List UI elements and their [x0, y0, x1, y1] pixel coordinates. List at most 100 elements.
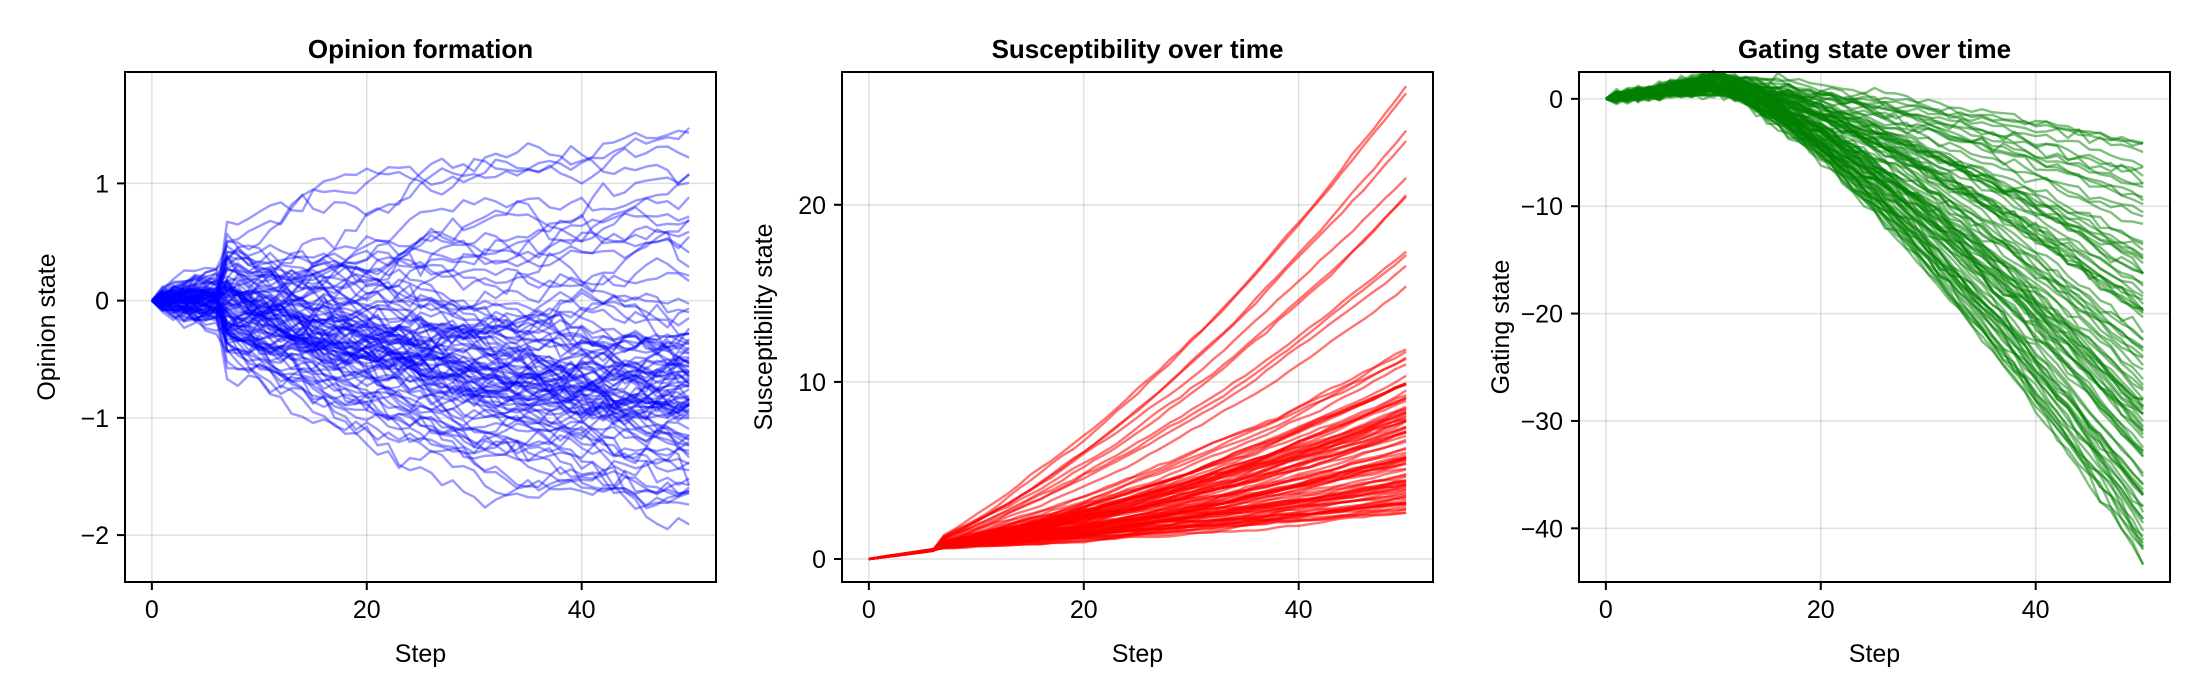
- series-line-opinion: [151, 250, 690, 384]
- series-line-opinion: [151, 290, 690, 465]
- series-line-opinion: [151, 272, 690, 414]
- series-line-opinion: [151, 290, 690, 386]
- series-line-opinion: [151, 250, 690, 422]
- y-tick-label: −20: [1521, 301, 1563, 329]
- series-line-opinion: [151, 299, 690, 455]
- x-axis-label-opinion: Step: [395, 640, 446, 668]
- series-line-opinion: [151, 277, 690, 369]
- x-tick-label: 40: [568, 596, 596, 624]
- series-line-opinion: [151, 290, 690, 372]
- series-line-opinion: [151, 297, 690, 403]
- series-line-opinion: [151, 283, 690, 451]
- series-line-opinion: [151, 290, 691, 380]
- series-line-opinion: [151, 298, 691, 379]
- series-line-opinion: [151, 129, 690, 302]
- series-line-gating: [1605, 89, 2145, 436]
- series-line-opinion: [151, 294, 690, 376]
- y-tick-label: 20: [798, 192, 826, 220]
- ticks-gating: 0 20 40 −40 −30 −20 −10 0: [1521, 86, 2050, 624]
- series-line-opinion: [151, 297, 691, 486]
- series-line-opinion: [151, 252, 690, 302]
- y-axis-label-opinion: Opinion state: [33, 253, 61, 400]
- series-line-opinion: [151, 212, 690, 332]
- series-line-opinion: [151, 289, 690, 490]
- y-tick-label: 10: [798, 369, 826, 397]
- series-line-opinion: [151, 291, 690, 496]
- series-line-opinion: [150, 285, 691, 364]
- series-line-opinion: [151, 286, 690, 384]
- series-line-opinion: [151, 209, 690, 333]
- series-line-opinion: [151, 297, 690, 378]
- series-line-opinion: [151, 281, 690, 394]
- series-line-opinion: [151, 196, 690, 322]
- series-line-opinion: [151, 290, 690, 364]
- x-axis-label-gating: Step: [1849, 640, 1900, 668]
- series-line-opinion: [151, 283, 690, 426]
- series-line-opinion: [151, 275, 690, 389]
- series-line-gating: [1605, 75, 2145, 427]
- series-line-opinion: [151, 286, 690, 472]
- series-line-opinion: [151, 263, 690, 329]
- y-tick-label: 1: [95, 170, 109, 198]
- series-line-opinion: [151, 281, 690, 426]
- series-line-opinion: [151, 292, 690, 424]
- y-tick-label: 0: [1549, 86, 1563, 114]
- ticks-susceptibility: 0 20 40 0 10 20: [798, 192, 1312, 624]
- series-line-susceptibility: [868, 92, 1408, 561]
- series-line-opinion: [151, 256, 690, 377]
- series-line-opinion: [151, 286, 690, 459]
- series-line-opinion: [151, 235, 690, 342]
- series-line-opinion: [151, 288, 690, 419]
- ticks-opinion: 0 20 40 −2 −1 0 1: [80, 170, 595, 624]
- series-line-opinion: [151, 290, 690, 531]
- series-line-opinion: [151, 289, 690, 507]
- series-line-opinion: [151, 283, 690, 396]
- panel-susceptibility: 0 20 40 0 10 20 Susceptibility over time Step…: [750, 34, 1434, 668]
- grid-susceptibility: [842, 72, 1433, 582]
- series-line-opinion: [151, 296, 690, 416]
- series-line-opinion: [151, 292, 690, 473]
- series-line-opinion: [151, 228, 690, 356]
- panel-opinion: 0 20 40 −2 −1 0 1 Opinion formation Step Opini…: [33, 34, 717, 668]
- series-line-opinion: [151, 243, 690, 339]
- series-line-opinion: [151, 291, 690, 499]
- plot-frame-opinion: [124, 71, 717, 583]
- series-line-opinion: [151, 299, 690, 466]
- series-line-susceptibility: [868, 414, 1407, 561]
- series-line-opinion: [151, 285, 690, 414]
- series-line-opinion: [151, 292, 690, 366]
- x-tick-label: 40: [2022, 596, 2050, 624]
- series-line-opinion: [151, 271, 690, 336]
- series-line-opinion: [151, 275, 690, 418]
- series-line-opinion: [151, 299, 690, 451]
- series-line-opinion: [151, 297, 690, 435]
- y-tick-label: 0: [812, 546, 826, 574]
- series-line-opinion: [151, 145, 690, 302]
- series-line-opinion: [151, 278, 690, 399]
- series-line-opinion: [151, 289, 690, 392]
- grid-opinion: [125, 72, 716, 582]
- x-tick-label: 0: [145, 596, 159, 624]
- series-line-opinion: [151, 254, 690, 414]
- y-tick-label: −2: [80, 522, 109, 550]
- series-line-opinion: [151, 291, 690, 420]
- y-axis-label-gating: Gating state: [1487, 260, 1515, 395]
- series-line-susceptibility: [868, 285, 1407, 561]
- series-line-opinion: [151, 285, 690, 379]
- series-line-opinion: [151, 298, 690, 390]
- series-line-opinion: [151, 287, 690, 355]
- series-line-opinion: [151, 279, 690, 388]
- series-line-opinion: [151, 244, 690, 399]
- series-line-gating: [1605, 75, 2144, 173]
- series-line-opinion: [151, 290, 690, 476]
- series-susceptibility: [868, 85, 1408, 561]
- y-tick-label: −30: [1521, 408, 1563, 436]
- series-line-gating: [1605, 77, 2144, 402]
- series-line-opinion: [151, 283, 690, 428]
- series-line-opinion: [151, 173, 690, 307]
- series-line-opinion: [151, 145, 690, 306]
- series-line-opinion: [151, 284, 690, 394]
- series-line-opinion: [151, 278, 690, 395]
- y-axis-label-susceptibility: Susceptibility state: [750, 223, 778, 430]
